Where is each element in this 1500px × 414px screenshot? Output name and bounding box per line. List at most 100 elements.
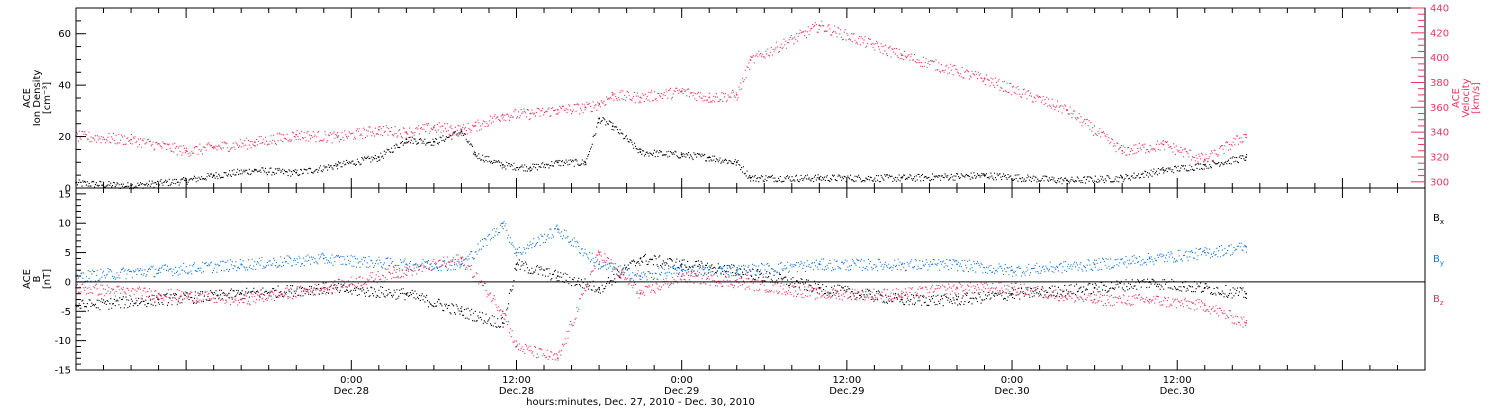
velocity-axis-title-line-2: [km/s] xyxy=(1471,82,1482,114)
velocity-series-1-point-6 xyxy=(336,136,339,139)
field-series-1-point-12 xyxy=(735,269,738,272)
field-series-0-point-17 xyxy=(1093,286,1096,289)
density-series-0-point-28 xyxy=(1162,169,1165,171)
density-series-0-point-30 xyxy=(1245,156,1247,159)
velocity-axis-title-line-1: Velocity xyxy=(1461,78,1472,117)
field-series-2-point-19 xyxy=(1203,304,1206,307)
velocity-series-1-point-9 xyxy=(433,126,435,129)
velocity-series-1-point-10 xyxy=(460,128,463,131)
field-series-1-point-10 xyxy=(639,275,642,277)
density-ytick-label-60: 60 xyxy=(58,29,71,40)
velocity-ytick-label-360: 360 xyxy=(1430,103,1449,114)
density-series-0-point-6 xyxy=(336,164,339,166)
velocity-series-1-point-23 xyxy=(818,24,821,27)
velocity-ytick-label-340: 340 xyxy=(1430,128,1449,139)
velocity-series-1-point-27 xyxy=(1121,149,1124,152)
density-series-0-point-12 xyxy=(501,164,504,166)
field-series-2-point-2 xyxy=(240,298,243,301)
field-legend-subscript-2: z xyxy=(1440,299,1444,307)
field-series-1 xyxy=(75,221,1248,283)
field-legend-subscript-0: x xyxy=(1440,218,1444,226)
field-legend-name-0: B xyxy=(1433,213,1440,224)
field-ytick-label--5: -5 xyxy=(61,307,71,318)
density-axis-title: ACEIon Density[cm⁻³] xyxy=(22,70,53,127)
velocity-series-1-point-19 xyxy=(680,90,683,93)
field-series-2-point-18 xyxy=(1148,298,1151,301)
field-series-0-point-4 xyxy=(405,292,408,295)
field-series-0-point-13 xyxy=(818,286,821,289)
field-series-1-point-19 xyxy=(1203,251,1206,254)
time-axis-title: hours:minutes, Dec. 27, 2010 - Dec. 30, … xyxy=(526,397,755,408)
field-ytick-label-5: 5 xyxy=(65,248,71,259)
date-tick-label-3: Dec.29 xyxy=(829,386,864,397)
field-series-1-point-15 xyxy=(956,263,958,266)
field-series-2-point-9 xyxy=(598,251,600,254)
field-series-2-point-4 xyxy=(405,269,408,272)
field-series-1-point-17 xyxy=(1093,263,1096,266)
density-series-0-point-27 xyxy=(1121,176,1124,179)
density-series-0-point-26 xyxy=(1066,179,1068,182)
time-tick-label-0: 0:00 xyxy=(340,375,362,386)
field-axis-title: ACEB[nT] xyxy=(22,269,53,289)
field-series-0-point-7 xyxy=(515,263,518,266)
density-ytick-label-20: 20 xyxy=(58,132,71,143)
velocity-ytick-label-440: 440 xyxy=(1430,4,1449,15)
velocity-series-1-points xyxy=(76,20,1248,163)
field-series-1-point-8 xyxy=(556,228,559,231)
date-tick-label-2: Dec.29 xyxy=(664,386,699,397)
date-tick-label-5: Dec.30 xyxy=(1160,386,1195,397)
field-axis-title-line-0: ACE xyxy=(22,269,33,289)
field-series-1-point-5 xyxy=(460,263,463,266)
velocity-ytick-label-420: 420 xyxy=(1430,28,1449,39)
velocity-series-1-point-28 xyxy=(1162,143,1165,146)
density-series-0-point-9 xyxy=(433,140,435,143)
velocity-series-1-point-21 xyxy=(735,94,738,96)
field-series-1-point-1 xyxy=(157,269,160,272)
velocity-series-1-point-5 xyxy=(295,133,298,136)
velocity-axis-title-line-0: ACE xyxy=(1451,88,1462,108)
velocity-series-1-point-15 xyxy=(584,106,587,109)
field-legend-Bz: Bz xyxy=(1433,294,1444,307)
field-legend-name-1: B xyxy=(1433,254,1440,265)
density-series-0-point-22 xyxy=(749,176,752,179)
velocity-series-1-point-16 xyxy=(598,102,600,105)
density-series-0-point-5 xyxy=(295,171,298,174)
velocity-series-1-point-3 xyxy=(212,146,215,148)
density-series-0-point-4 xyxy=(254,169,256,171)
field-panel-frame xyxy=(75,187,1426,371)
field-series-0-point-16 xyxy=(1011,292,1013,295)
density-series-0-point-24 xyxy=(901,176,903,179)
velocity-series-1-point-1 xyxy=(130,138,133,141)
time-tick-label-3: 12:00 xyxy=(832,375,861,386)
field-series-0-point-10 xyxy=(639,257,642,260)
field-series-2-point-6 xyxy=(501,310,504,313)
velocity-ytick-label-400: 400 xyxy=(1430,53,1449,64)
date-tick-label-1: Dec.28 xyxy=(499,386,534,397)
field-series-2-point-16 xyxy=(1011,286,1013,289)
density-series-0-point-11 xyxy=(474,153,477,156)
time-tick-label-4: 0:00 xyxy=(1001,375,1023,386)
velocity-series-1-point-13 xyxy=(529,112,532,115)
velocity-series-1-point-25 xyxy=(983,77,986,80)
velocity-series-1-point-29 xyxy=(1203,158,1206,161)
field-series-1-points xyxy=(76,221,1248,283)
density-axis-title-line-1: Ion Density xyxy=(32,70,43,127)
velocity-series-1-point-12 xyxy=(501,113,504,116)
density-series-0-point-23 xyxy=(818,176,821,179)
field-series-1-point-9 xyxy=(598,263,600,266)
velocity-series-1-point-26 xyxy=(1066,108,1068,111)
density-series-0-point-10 xyxy=(460,130,463,133)
velocity-series-1-point-4 xyxy=(254,141,256,144)
field-series-1-point-7 xyxy=(515,251,518,254)
velocity-series-1-point-20 xyxy=(708,96,711,99)
field-series-0-point-8 xyxy=(556,275,559,277)
field-series-2-point-14 xyxy=(901,292,903,295)
field-series-0-point-14 xyxy=(901,298,903,301)
date-tick-label-4: Dec.30 xyxy=(994,386,1029,397)
field-series-0-point-20 xyxy=(1245,292,1247,295)
field-series-1-point-18 xyxy=(1148,257,1151,260)
density-series-0-point-15 xyxy=(584,161,587,164)
field-series-1-point-3 xyxy=(322,257,325,260)
